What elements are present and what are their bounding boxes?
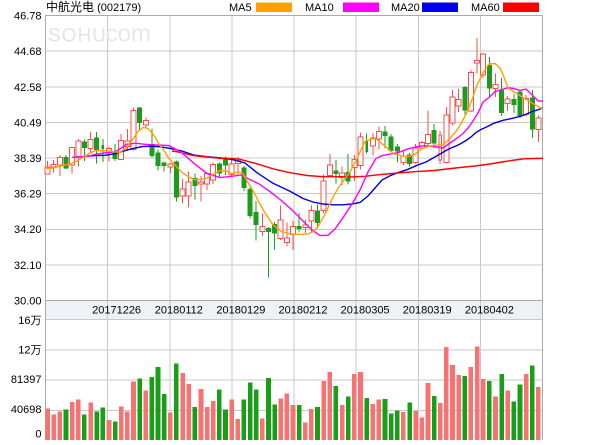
svg-text:MA60: MA60 bbox=[471, 2, 500, 14]
svg-text:20171226: 20171226 bbox=[92, 305, 141, 317]
svg-text:SOHU: SOHU bbox=[48, 26, 107, 47]
svg-text:81397: 81397 bbox=[11, 374, 42, 386]
svg-text:20180402: 20180402 bbox=[465, 305, 514, 317]
svg-text:MA20: MA20 bbox=[391, 2, 420, 14]
svg-text:20180305: 20180305 bbox=[341, 305, 390, 317]
svg-text:36.29: 36.29 bbox=[14, 189, 42, 201]
svg-text:40.49: 40.49 bbox=[14, 117, 42, 129]
svg-text:46.78: 46.78 bbox=[14, 11, 42, 23]
svg-text:0: 0 bbox=[35, 429, 41, 441]
svg-text:34.20: 34.20 bbox=[14, 224, 42, 236]
svg-text:.com: .com bbox=[99, 21, 151, 48]
svg-text:40698: 40698 bbox=[11, 404, 42, 416]
svg-text:30.00: 30.00 bbox=[14, 296, 42, 308]
svg-text:20180212: 20180212 bbox=[279, 305, 328, 317]
svg-text:16万: 16万 bbox=[18, 315, 41, 327]
svg-text:12万: 12万 bbox=[18, 345, 41, 357]
svg-text:MA5: MA5 bbox=[229, 2, 252, 14]
svg-text:20180319: 20180319 bbox=[403, 305, 452, 317]
svg-text:42.58: 42.58 bbox=[14, 82, 42, 94]
svg-text:20180112: 20180112 bbox=[155, 305, 203, 317]
svg-text:44.68: 44.68 bbox=[14, 46, 42, 58]
svg-text:20180129: 20180129 bbox=[216, 305, 265, 317]
svg-text:38.39: 38.39 bbox=[14, 153, 42, 165]
svg-text:中航光电 (002179): 中航光电 (002179) bbox=[46, 0, 141, 14]
svg-text:MA10: MA10 bbox=[305, 2, 334, 14]
svg-text:32.10: 32.10 bbox=[14, 260, 42, 272]
